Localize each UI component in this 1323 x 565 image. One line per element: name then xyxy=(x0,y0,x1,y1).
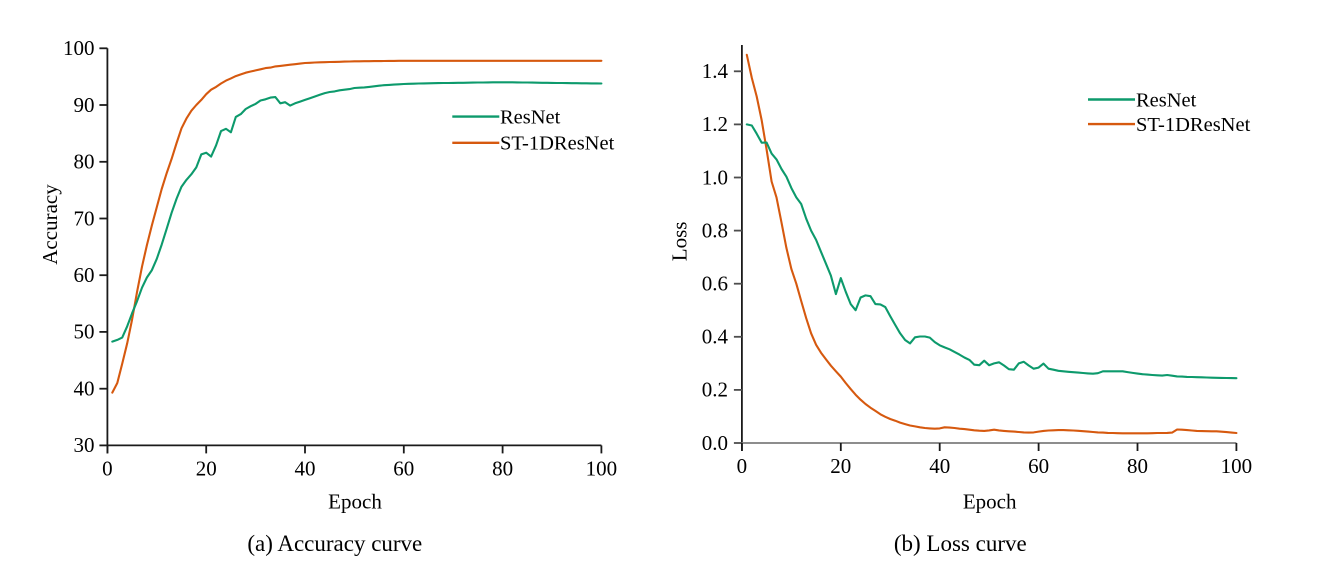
svg-text:Loss: Loss xyxy=(668,222,692,262)
svg-text:30: 30 xyxy=(74,433,95,457)
svg-text:80: 80 xyxy=(492,457,513,481)
svg-text:70: 70 xyxy=(74,206,95,230)
svg-text:40: 40 xyxy=(929,454,950,478)
svg-text:60: 60 xyxy=(393,457,414,481)
svg-text:20: 20 xyxy=(830,454,851,478)
svg-text:(a) Accuracy curve: (a) Accuracy curve xyxy=(247,531,422,556)
svg-text:(b) Loss curve: (b) Loss curve xyxy=(894,531,1027,556)
svg-text:0.2: 0.2 xyxy=(702,378,728,402)
svg-text:Epoch: Epoch xyxy=(328,490,382,514)
svg-text:0.0: 0.0 xyxy=(702,431,728,455)
svg-text:80: 80 xyxy=(1127,454,1148,478)
svg-text:60: 60 xyxy=(74,263,95,287)
svg-text:100: 100 xyxy=(1221,454,1253,478)
svg-text:Epoch: Epoch xyxy=(963,490,1017,514)
svg-text:60: 60 xyxy=(1028,454,1049,478)
svg-text:1.2: 1.2 xyxy=(702,112,728,136)
svg-text:Accuracy: Accuracy xyxy=(38,184,62,265)
svg-text:20: 20 xyxy=(196,457,217,481)
svg-text:1.0: 1.0 xyxy=(702,165,728,189)
svg-text:0: 0 xyxy=(737,454,748,478)
svg-text:0.8: 0.8 xyxy=(702,218,728,242)
svg-text:40: 40 xyxy=(74,377,95,401)
svg-text:ST-1DResNet: ST-1DResNet xyxy=(1136,114,1251,136)
svg-text:0.6: 0.6 xyxy=(702,272,728,296)
svg-text:ST-1DResNet: ST-1DResNet xyxy=(500,133,615,155)
svg-text:100: 100 xyxy=(586,457,618,481)
svg-text:80: 80 xyxy=(74,150,95,174)
svg-text:90: 90 xyxy=(74,93,95,117)
svg-text:0: 0 xyxy=(102,457,113,481)
svg-text:1.4: 1.4 xyxy=(702,59,729,83)
svg-text:100: 100 xyxy=(63,36,95,60)
svg-text:ResNet: ResNet xyxy=(1136,89,1197,111)
svg-text:50: 50 xyxy=(74,320,95,344)
svg-text:40: 40 xyxy=(295,457,316,481)
svg-text:0.4: 0.4 xyxy=(702,325,729,349)
svg-text:ResNet: ResNet xyxy=(500,106,561,128)
